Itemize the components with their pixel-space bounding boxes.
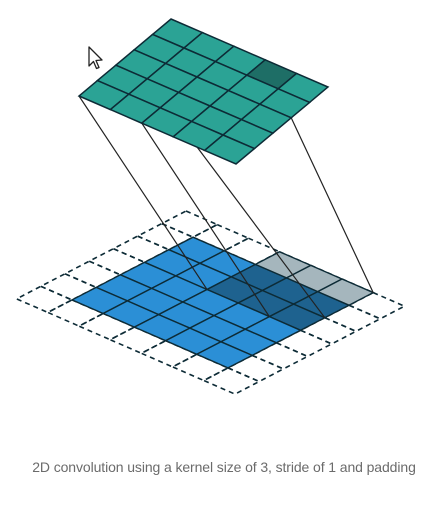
kernel-window xyxy=(253,251,375,306)
output-grid xyxy=(77,18,330,165)
projection-line xyxy=(78,95,208,290)
padding-cell xyxy=(298,316,358,345)
input-cell xyxy=(195,341,254,369)
projection-line xyxy=(290,117,374,293)
figure-caption: 2D convolution using a kernel size of 3,… xyxy=(32,459,416,475)
padding-cell xyxy=(322,304,383,333)
padded-input-grid xyxy=(14,210,407,395)
padding-cell xyxy=(201,367,262,395)
padding-cell xyxy=(63,260,123,289)
padding-cell xyxy=(274,329,334,358)
projection-line xyxy=(141,122,270,317)
padding-cell xyxy=(222,237,282,266)
projection-line xyxy=(186,133,326,319)
convolution-diagram xyxy=(14,18,407,395)
projection-lines xyxy=(78,95,374,319)
padding-cell xyxy=(159,210,220,239)
padding-cell xyxy=(191,223,251,252)
kernel-padding-cell xyxy=(316,278,375,306)
padding-cell xyxy=(38,272,99,301)
padding-cell xyxy=(250,341,310,370)
mouse-cursor-icon xyxy=(88,46,103,70)
padding-cell xyxy=(347,291,407,320)
padding-cell xyxy=(226,354,286,383)
padding-cell xyxy=(14,285,74,314)
output-cell xyxy=(203,134,256,165)
padding-cell xyxy=(135,222,195,251)
padding-cell xyxy=(111,235,171,264)
padding-cell xyxy=(87,247,147,276)
